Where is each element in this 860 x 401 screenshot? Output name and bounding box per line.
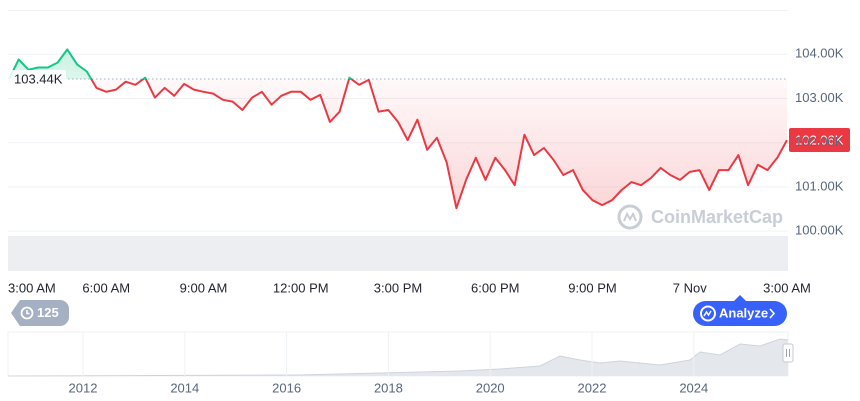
x-tick-label: 3:00 AM [763, 280, 811, 295]
navigator-handle[interactable] [782, 343, 794, 363]
y-tick-label: 100.00K [795, 223, 844, 238]
navigator-area [8, 339, 788, 376]
history-count: 125 [37, 305, 59, 320]
x-tick-label: 3:00 PM [374, 280, 422, 295]
x-tick-label: 12:00 PM [273, 280, 329, 295]
x-tick-label: 9:00 AM [180, 280, 228, 295]
navigator-year: 2022 [578, 380, 607, 395]
y-tick-label: 102.00K [795, 134, 844, 149]
x-tick-label: 6:00 AM [82, 280, 130, 295]
x-tick-label: 7 Nov [673, 280, 707, 295]
navigator-year: 2024 [679, 380, 708, 395]
navigator-year: 2014 [170, 380, 199, 395]
x-tick-label: 3:00 AM [8, 280, 56, 295]
plot: 103.44K 102.06K [8, 48, 850, 210]
analyze-label: Analyze [719, 305, 768, 320]
current-price-box [789, 128, 850, 153]
y-tick-label: 104.00K [795, 46, 844, 61]
price-area [9, 49, 787, 209]
baseline-label: 103.44K [14, 71, 63, 86]
analyze-button[interactable]: Analyze [693, 295, 787, 326]
y-tick-label: 103.00K [795, 90, 844, 105]
x-tick-label: 9:00 PM [568, 280, 616, 295]
volume-area [8, 236, 788, 271]
navigator-year: 2016 [272, 380, 301, 395]
price-line [8, 48, 788, 210]
watermark-text: CoinMarketCap [651, 207, 783, 227]
navigator-year: 2020 [476, 380, 505, 395]
top-border [8, 10, 788, 11]
watermark: CoinMarketCap [617, 204, 783, 230]
y-tick-label: 101.00K [795, 178, 844, 193]
navigator: 2012 2014 2016 2018 2020 2022 2024 [7, 331, 794, 395]
navigator-year: 2012 [69, 380, 98, 395]
history-badge[interactable]: 125 [11, 300, 69, 326]
x-axis: 100.00K 101.00K 102.00K 103.00K 104.00K 3:00 … [8, 46, 844, 296]
navigator-line [7, 338, 789, 377]
baseline-label-bg [8, 70, 66, 89]
current-price-label: 102.06K [795, 132, 844, 147]
navigator-year: 2018 [374, 380, 403, 395]
x-tick-label: 6:00 PM [471, 280, 519, 295]
